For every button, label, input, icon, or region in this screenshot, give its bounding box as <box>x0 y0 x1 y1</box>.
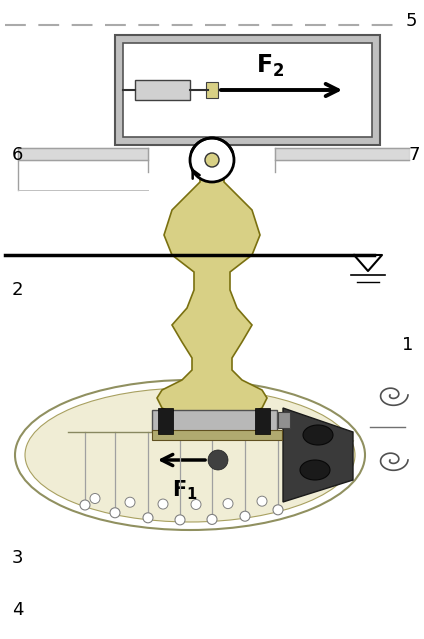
Polygon shape <box>283 408 353 502</box>
Ellipse shape <box>303 425 333 445</box>
Bar <box>135 80 190 100</box>
Text: 2: 2 <box>12 281 23 299</box>
Bar <box>152 430 282 440</box>
Bar <box>115 35 380 145</box>
Circle shape <box>191 500 201 509</box>
Text: $\mathbf{F_2}$: $\mathbf{F_2}$ <box>256 53 284 79</box>
Circle shape <box>207 514 217 525</box>
Text: 6: 6 <box>12 146 23 164</box>
Circle shape <box>125 497 135 507</box>
Circle shape <box>110 508 120 518</box>
Ellipse shape <box>25 388 355 522</box>
Circle shape <box>143 513 153 523</box>
Circle shape <box>175 515 185 525</box>
Circle shape <box>80 500 90 510</box>
Circle shape <box>223 498 233 509</box>
Polygon shape <box>157 148 267 420</box>
Bar <box>158 408 173 434</box>
Bar <box>278 412 290 428</box>
Text: 4: 4 <box>12 601 23 619</box>
Bar <box>152 410 277 432</box>
Ellipse shape <box>15 380 365 530</box>
Text: 1: 1 <box>402 336 413 354</box>
Circle shape <box>90 493 100 504</box>
Text: 3: 3 <box>12 549 23 567</box>
Ellipse shape <box>300 460 330 480</box>
Circle shape <box>240 511 250 521</box>
Bar <box>123 43 372 137</box>
Text: $\mathbf{F_1}$: $\mathbf{F_1}$ <box>172 478 198 502</box>
Circle shape <box>273 505 283 515</box>
Text: 7: 7 <box>409 146 421 164</box>
Circle shape <box>158 499 168 509</box>
Circle shape <box>190 138 234 182</box>
Circle shape <box>205 153 219 167</box>
Bar <box>255 408 270 434</box>
Text: 5: 5 <box>406 12 418 30</box>
Bar <box>206 82 218 98</box>
Circle shape <box>257 496 267 506</box>
Circle shape <box>208 450 228 470</box>
